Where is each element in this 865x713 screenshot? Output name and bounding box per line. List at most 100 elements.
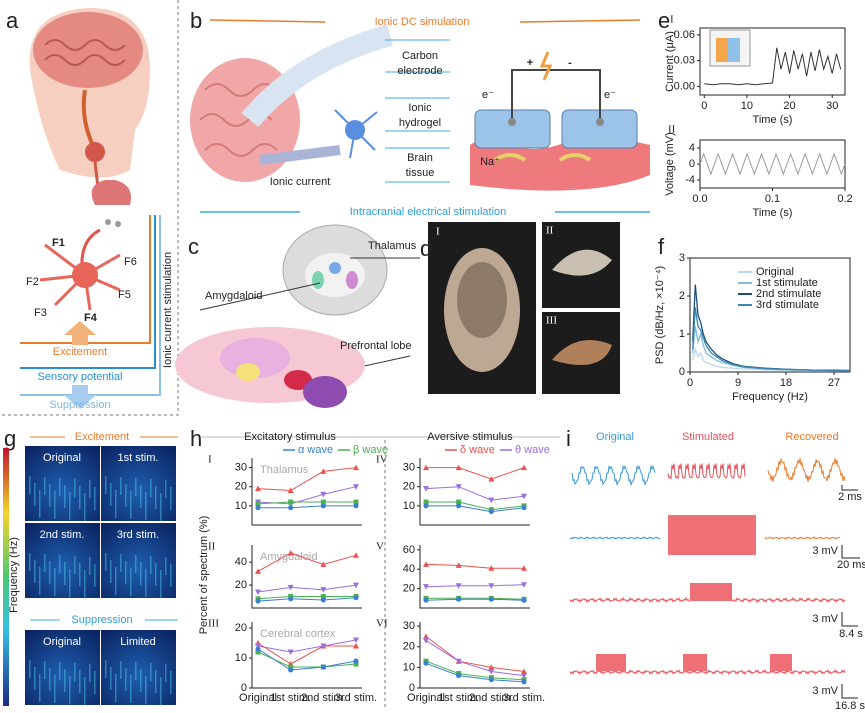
trace	[731, 596, 846, 604]
y-tick-label: 1	[679, 328, 685, 340]
scale-label: 8.4 s	[839, 628, 863, 640]
spectrogram-streak	[125, 561, 127, 584]
spectrogram-streak	[135, 555, 137, 573]
axis-label: Frequency (Hz)	[8, 537, 20, 613]
view-label: III	[546, 315, 557, 327]
spectrogram-streak	[34, 667, 36, 690]
condition-label: Stimulated	[682, 431, 734, 443]
spectrogram	[25, 523, 100, 598]
marker	[488, 596, 494, 602]
series-line	[425, 660, 525, 681]
spectrogram-streak	[44, 477, 46, 495]
legend-label: δ wave	[460, 444, 495, 456]
marker	[320, 587, 327, 593]
excitement-label: Excitement	[53, 346, 107, 358]
x-tick-label: 0	[687, 377, 693, 389]
marker	[255, 643, 261, 649]
plot-numeral: I	[208, 454, 212, 466]
marker	[255, 598, 261, 604]
tile-label: 2nd stim.	[40, 529, 85, 541]
tile-label: Original	[43, 452, 81, 464]
tile-label: 1st stim.	[118, 452, 159, 464]
spectrogram-streak	[64, 669, 66, 692]
label: e⁻	[604, 89, 616, 101]
x-tick-label: 2nd stim.	[469, 692, 514, 704]
spectrogram-streak	[140, 562, 142, 585]
plot-frame	[689, 257, 851, 373]
marker	[353, 552, 359, 558]
group-title: Excitement	[75, 431, 129, 443]
label: +	[527, 57, 533, 69]
tile-label: Limited	[120, 636, 155, 648]
plot-numeral: II	[208, 541, 216, 553]
y-tick-label: 0	[689, 158, 695, 170]
spectrogram-streak	[170, 487, 172, 510]
spectrogram-streak	[165, 664, 167, 682]
marker	[320, 664, 326, 670]
spectrogram-streak	[150, 556, 152, 574]
spectrogram-streak	[120, 661, 122, 679]
panel-letter: b	[190, 8, 202, 33]
marker	[455, 583, 462, 589]
marker	[353, 499, 359, 505]
y-tick-label: -4	[685, 174, 695, 186]
spectrogram-streak	[94, 671, 96, 694]
marker	[423, 499, 429, 505]
label: Ionic current	[270, 176, 331, 188]
marker	[320, 499, 326, 505]
spectrogram-streak	[79, 486, 81, 509]
axis-line	[251, 545, 362, 609]
marker	[521, 493, 527, 500]
spectrogram-streak	[84, 493, 86, 521]
spectrogram-streak	[69, 676, 71, 704]
scale-label: 2 ms	[838, 491, 862, 503]
y-tick-label: 0.00	[674, 80, 695, 92]
axis-line	[419, 458, 530, 526]
marker	[488, 664, 495, 670]
spectrogram-streak	[120, 477, 122, 495]
axis-label: Percent of spectrum (%)	[198, 516, 210, 635]
x-tick-label: 27	[828, 377, 840, 389]
spectrogram-streak	[39, 567, 41, 595]
spectrogram-streak	[54, 568, 56, 596]
spectrogram-streak	[125, 668, 127, 691]
marker	[287, 550, 294, 556]
neuron-label: F1	[52, 237, 65, 249]
panel-letter: e	[658, 8, 670, 33]
marker	[455, 484, 462, 490]
spectrogram-streak	[49, 668, 51, 691]
scale-bar	[841, 612, 858, 627]
suppression-label: Suppression	[49, 399, 110, 411]
plot-numeral: VI	[376, 618, 388, 630]
marker	[353, 484, 359, 490]
series-line	[425, 598, 525, 601]
series-line	[257, 552, 357, 572]
spectrogram-streak	[110, 483, 112, 506]
marker	[455, 658, 462, 665]
x-tick-label: 9	[735, 377, 741, 389]
spectrogram-streak	[69, 492, 71, 520]
spectrogram-streak	[130, 675, 132, 703]
spectrogram-streak	[29, 660, 31, 678]
label: hydrogel	[399, 117, 441, 129]
marker	[255, 505, 261, 511]
marker	[320, 594, 326, 600]
label: -	[568, 57, 572, 69]
scale-label: 3 mV	[812, 685, 838, 697]
panel-letter: i	[566, 426, 571, 451]
y-tick-label: 30	[403, 461, 415, 473]
spectrogram-streak	[49, 561, 51, 584]
spectrogram-streak	[59, 662, 61, 680]
y-tick-label: 40	[235, 556, 247, 568]
marker	[353, 503, 359, 509]
series-line	[258, 505, 356, 509]
spectrogram-streak	[79, 563, 81, 586]
spectrogram-streak	[120, 554, 122, 572]
series-line	[257, 584, 357, 593]
marker	[320, 491, 327, 498]
spectrogram-streak	[29, 476, 31, 494]
spectrogram-streak	[125, 484, 127, 507]
series-line	[426, 501, 525, 511]
y-tick-label: 0	[241, 682, 247, 694]
marker	[521, 464, 527, 471]
